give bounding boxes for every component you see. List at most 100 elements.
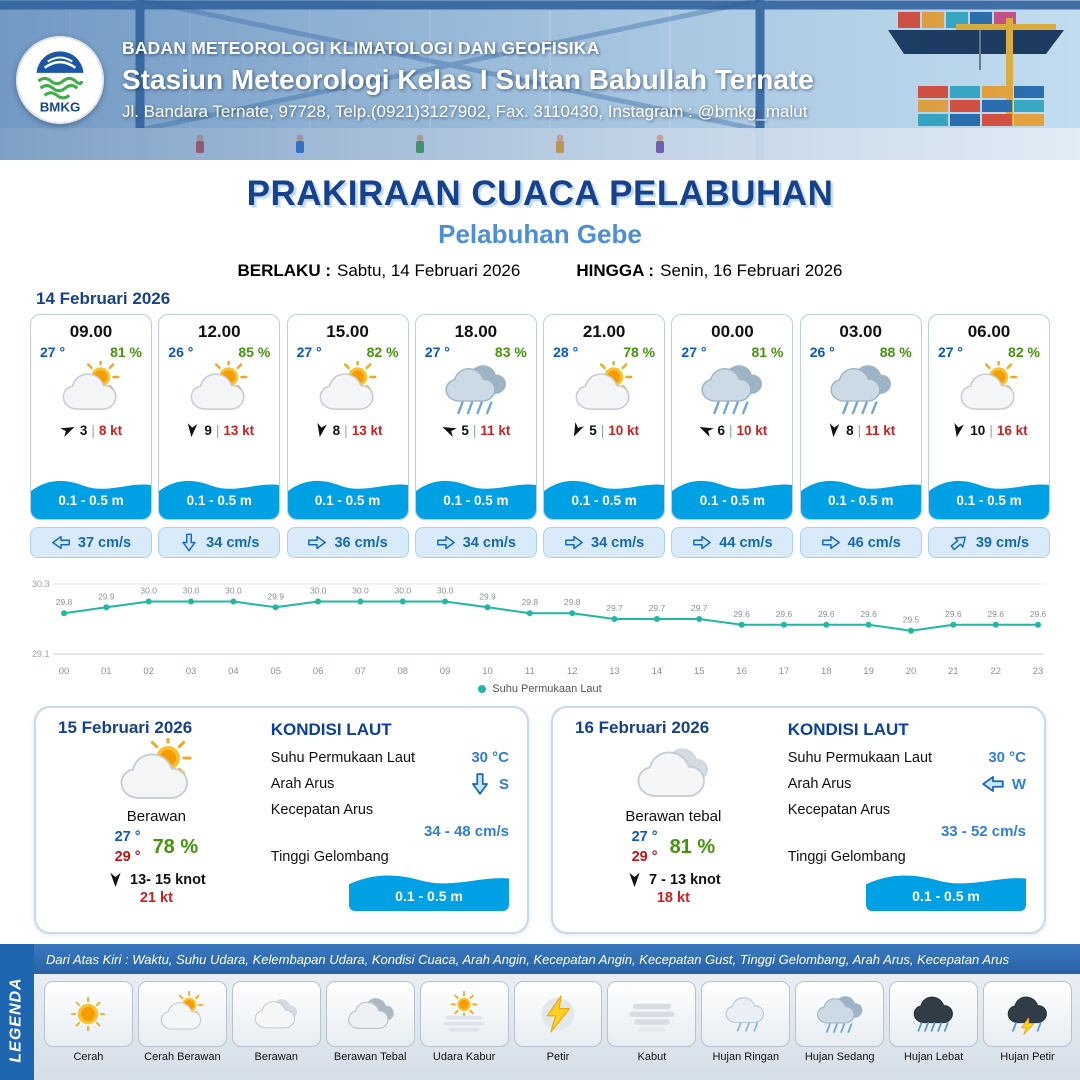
summary-weather: 16 Februari 2026 Berawan tebal 27 ° 29 °…	[571, 718, 776, 920]
sst-value: 30 °C	[471, 749, 509, 766]
legend-weather-icon	[325, 981, 415, 1047]
title-block: PRAKIRAAN CUACA PELABUHAN Pelabuhan Gebe…	[0, 160, 1080, 281]
legend-series-label: Suhu Permukaan Laut	[492, 683, 602, 695]
wave-height: 0.1 - 0.5 m	[699, 493, 766, 508]
legend-weather-icon	[419, 981, 509, 1047]
svg-text:19: 19	[863, 666, 874, 677]
legend-item: Berawan Tebal	[325, 981, 415, 1063]
forecast-card: 15.00 27 ° 82 % 8 | 13 kt 0.1 - 0.5 m	[286, 314, 409, 558]
weather-icon	[439, 361, 513, 419]
wind-gust: 11 kt	[480, 422, 511, 438]
sea-conditions: KONDISI LAUT Suhu Permukaan Laut 30 °C A…	[271, 718, 509, 920]
temp-min: 27 °	[631, 829, 658, 845]
current-speed: 37 cm/s	[77, 534, 132, 551]
wind-row: 8 | 11 kt	[826, 422, 895, 438]
air-temperature: 26 °	[168, 344, 194, 360]
wind-row: 7 - 13 knot	[571, 871, 776, 888]
svg-text:01: 01	[101, 666, 112, 677]
wave-height: 0.1 - 0.5 m	[186, 493, 252, 508]
wind-speed: 3	[79, 422, 88, 438]
station-name: Stasiun Meteorologi Kelas I Sultan Babul…	[122, 64, 814, 95]
air-temperature: 27 °	[40, 344, 66, 360]
svg-text:21: 21	[948, 666, 959, 677]
svg-text:02: 02	[143, 666, 154, 677]
svg-text:29.7: 29.7	[649, 603, 666, 613]
weather-icon	[101, 738, 211, 808]
legend-item-label: Berawan Tebal	[333, 1051, 407, 1063]
humidity: 82 %	[366, 344, 399, 360]
temp-humidity-row: 26 ° 88 %	[801, 342, 921, 360]
weather-icon	[54, 358, 128, 419]
wind-row: 8 | 13 kt	[311, 421, 382, 440]
weather-icon	[182, 358, 256, 419]
temp-humidity-row: 26 ° 85 %	[159, 342, 279, 360]
current-speed: 39 cm/s	[975, 534, 1030, 551]
forecast-card: 03.00 26 ° 88 % 8 | 11 kt 0.1 - 0.5 m	[799, 314, 922, 558]
forecast-cards: 09.00 27 ° 81 % 3 | 8 kt 0.1 - 0.5 m	[0, 314, 1080, 558]
current-direction-value: S	[498, 775, 509, 793]
wind-gust: 16 kt	[996, 422, 1028, 438]
wind-separator: |	[472, 422, 477, 438]
forecast-card-body: 21.00 28 ° 78 % 5 | 10 kt 0.1 - 0.5 m	[543, 314, 666, 520]
wind-direction-icon	[311, 421, 330, 440]
wave-shape-icon	[544, 480, 665, 519]
wind-separator: |	[600, 422, 605, 438]
current-box: 34 cm/s	[158, 527, 281, 558]
legend-items: Cerah Cerah Berawan Berawan Berawan Teba…	[0, 974, 1080, 1080]
forecast-card-body: 15.00 27 ° 82 % 8 | 13 kt 0.1 - 0.5 m	[286, 314, 409, 520]
humidity: 78 %	[152, 836, 199, 859]
forecast-card-body: 09.00 27 ° 81 % 3 | 8 kt 0.1 - 0.5 m	[30, 314, 152, 520]
temp-humidity-row: 27 ° 82 %	[929, 342, 1049, 360]
temp-max: 29 °	[114, 848, 141, 865]
wave-height-label: Tinggi Gelombang	[787, 849, 906, 865]
svg-text:18: 18	[821, 666, 832, 677]
svg-text:29.6: 29.6	[818, 609, 835, 619]
wave-height: 0.1 - 0.5 m	[828, 493, 894, 508]
wind-row: 9 | 13 kt	[184, 422, 254, 438]
legend-item: Berawan	[231, 981, 321, 1063]
legend-note: Dari Atas Kiri : Waktu, Suhu Udara, Kele…	[0, 944, 1080, 974]
forecast-card-body: 06.00 27 ° 82 % 10 | 16 kt 0.1 - 0.5 m	[927, 314, 1050, 520]
org-name: BADAN METEOROLOGI KLIMATOLOGI DAN GEOFIS…	[122, 38, 600, 58]
wave-shape-icon	[928, 480, 1049, 519]
legend-weather-icon	[137, 981, 227, 1047]
legend-item-label: Hujan Ringan	[712, 1051, 780, 1063]
svg-text:29.6: 29.6	[776, 609, 793, 619]
legend-item: Petir	[513, 981, 603, 1063]
current-direction-icon	[981, 775, 1005, 793]
wind-direction-icon	[626, 871, 643, 888]
wind-row: 5 | 10 kt	[569, 422, 639, 438]
current-direction-icon	[51, 535, 71, 550]
current-box: 44 cm/s	[671, 527, 794, 558]
svg-text:29.7: 29.7	[691, 603, 708, 613]
svg-text:30.0: 30.0	[437, 586, 454, 596]
legend-item-label: Hujan Lebat	[903, 1051, 964, 1063]
wave-shape-icon	[800, 480, 921, 519]
wind-range: 7 - 13 knot	[649, 871, 721, 888]
temp-humidity-row: 28 ° 78 %	[544, 342, 664, 360]
wave-shape-icon	[672, 480, 793, 519]
wind-separator: |	[91, 422, 95, 438]
wave-height: 0.1 - 0.5 m	[58, 493, 124, 508]
wave-height: 0.1 - 0.5 m	[956, 493, 1022, 508]
weather-icon	[567, 358, 641, 419]
forecast-time: 03.00	[839, 322, 882, 341]
wind-gust: 11 kt	[865, 422, 896, 438]
temp-min: 27 °	[114, 829, 141, 845]
legend-item: Kabut	[607, 981, 697, 1063]
wind-separator: |	[215, 422, 220, 438]
svg-text:30.0: 30.0	[183, 586, 200, 596]
forecast-card: 12.00 26 ° 85 % 9 | 13 kt 0.1 - 0.5 m	[158, 314, 281, 558]
temp-humidity-row: 27 ° 81 %	[672, 342, 792, 360]
wave-shape-icon	[31, 480, 151, 519]
temp-humidity-row: 27 ° 83 %	[416, 342, 536, 360]
wind-direction-icon	[184, 421, 201, 438]
svg-text:29.6: 29.6	[733, 609, 750, 619]
sst-value: 30 °C	[988, 749, 1026, 766]
wave-height-band: 0.1 - 0.5 m	[31, 473, 151, 519]
svg-text:22: 22	[990, 666, 1001, 677]
humidity: 78 %	[623, 344, 656, 360]
humidity: 82 %	[1008, 344, 1040, 360]
wind-direction-icon	[107, 871, 124, 888]
weather-icon	[952, 358, 1026, 419]
